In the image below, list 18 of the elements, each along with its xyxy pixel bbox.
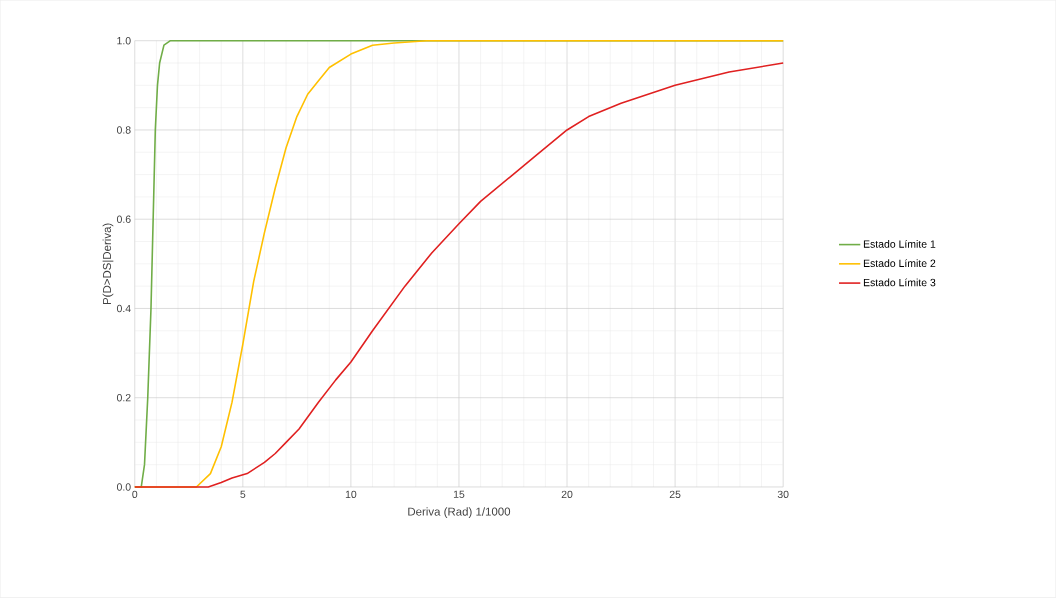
y-tick-label: 1.0 xyxy=(117,37,131,45)
y-tick-label: 0.6 xyxy=(116,215,131,224)
x-tick-label: 15 xyxy=(453,490,465,499)
y-tick-label: 0.8 xyxy=(116,126,131,134)
x-tick-label: 0 xyxy=(132,490,138,499)
x-tick-label: 25 xyxy=(669,490,681,499)
x-tick-label: 20 xyxy=(561,490,573,499)
x-tick-label: 5 xyxy=(240,490,246,499)
legend-label: Estado Límite 1 xyxy=(863,240,936,248)
y-axis-title: P(D>DS|Deriva) xyxy=(102,223,114,305)
x-tick-label: 30 xyxy=(777,490,789,499)
y-tick-label: 0.2 xyxy=(116,394,131,402)
x-tick-label: 10 xyxy=(345,490,357,499)
y-tick-label: 0.4 xyxy=(116,304,131,313)
y-tick-label: 0.0 xyxy=(116,483,131,491)
legend-label: Estado Límite 2 xyxy=(863,259,936,268)
legend-label: Estado Límite 3 xyxy=(863,278,936,287)
x-axis-title: Deriva (Rad) 1/1000 xyxy=(408,507,511,519)
